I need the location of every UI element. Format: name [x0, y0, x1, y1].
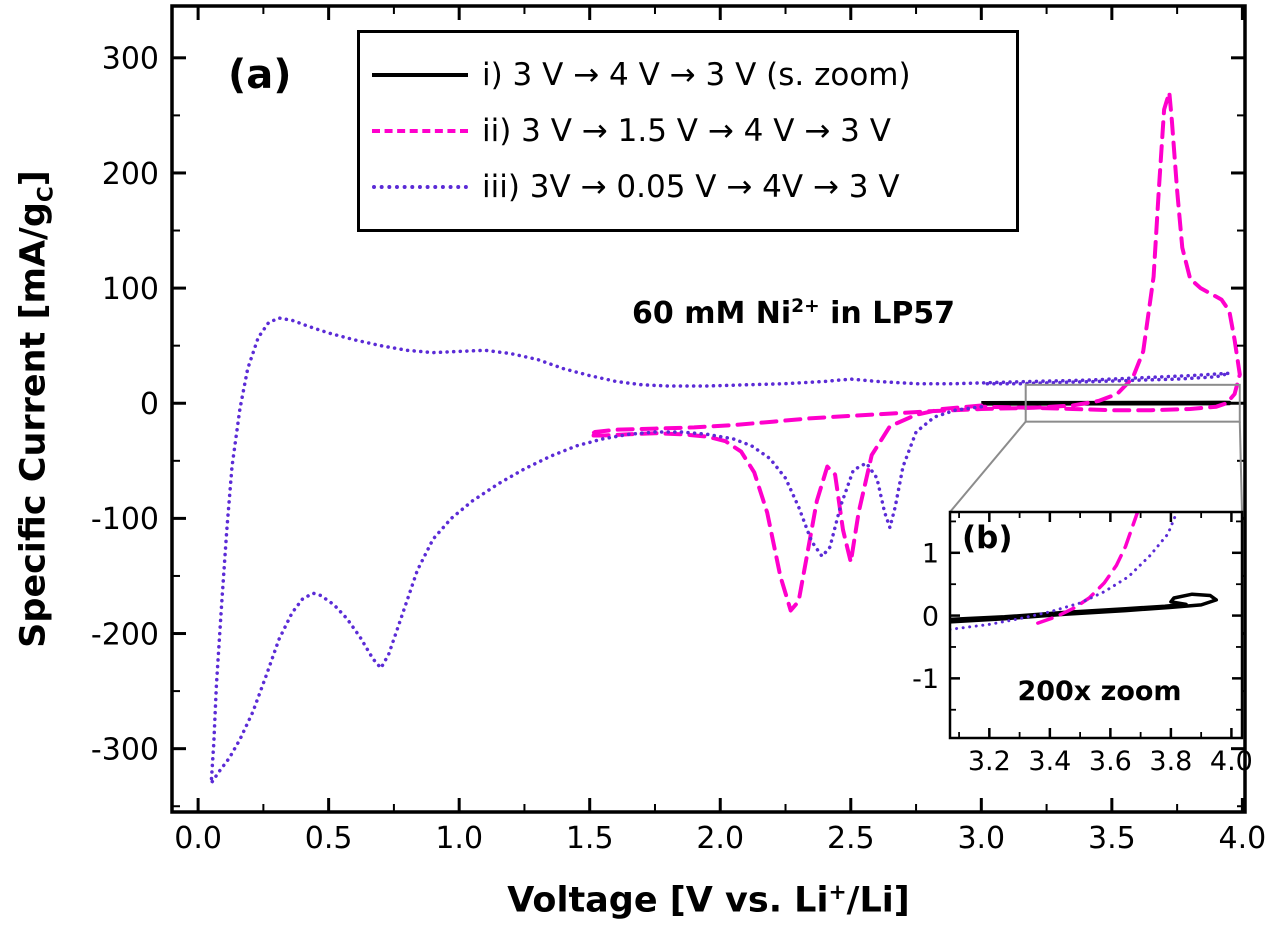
main-x-tick-label: 2.5 [827, 821, 875, 856]
inset-y-tick-label: -1 [912, 664, 939, 695]
main-x-tick-label: 2.0 [696, 821, 744, 856]
inset-x-tick-label: 4.0 [1210, 746, 1253, 777]
main-x-tick-label: 1.5 [566, 821, 614, 856]
main-x-tick-label: 0.5 [305, 821, 353, 856]
inset-series-i [950, 592, 1219, 624]
legend-label-iii: iii) 3V → 0.05 V → 4V → 3 V [482, 169, 900, 205]
inset-x-tick-label: 3.2 [968, 746, 1011, 777]
inset-ticks [950, 512, 1242, 738]
x-axis-label-text: Voltage [V vs. Li [507, 880, 829, 921]
zoom-indicator [949, 383, 1243, 513]
legend-line-solid-black [372, 73, 468, 77]
inset-frame [948, 510, 1244, 740]
main-x-tick-label: 3.5 [1088, 821, 1136, 856]
main-y-tick-label: 100 [102, 272, 159, 307]
main-curves [209, 90, 1242, 785]
main-x-tick-label: 4.0 [1219, 821, 1267, 856]
x-axis-label-suffix: /Li] [846, 880, 910, 921]
main-series-iii [209, 316, 1232, 785]
x-axis-label-superscript: + [828, 880, 847, 905]
inset-series-ii [1036, 512, 1140, 625]
main-tick-labels: 0.0 0.5 1.0 1.5 2.0 2.5 3.0 3.5 4.0 -300 -200 -100 0… [91, 42, 1266, 856]
legend-box: i) 3 V → 4 V → 3 V (s. zoom) ii) 3 V → 1… [357, 30, 1019, 232]
main-y-tick-label: 300 [102, 42, 159, 77]
legend-item-iii: iii) 3V → 0.05 V → 4V → 3 V [372, 169, 1004, 205]
inset-x-tick-label: 3.4 [1028, 746, 1071, 777]
main-y-tick-label: -100 [91, 502, 159, 537]
annotation-superscript: 2+ [791, 296, 820, 317]
main-x-tick-label: 0.0 [174, 821, 222, 856]
x-axis-label: Voltage [V vs. Li+/Li] [172, 880, 1245, 921]
inset-plot-background [950, 512, 1242, 738]
main-x-tick-label: 3.0 [957, 821, 1005, 856]
legend-line-dashed-magenta [372, 129, 468, 133]
inset-curves [950, 512, 1219, 631]
annotation-suffix: in LP57 [819, 296, 956, 331]
legend-item-ii: ii) 3 V → 1.5 V → 4 V → 3 V [372, 113, 1004, 149]
main-frame [170, 4, 1247, 814]
main-y-tick-label: 200 [102, 157, 159, 192]
panel-label-b: (b) [962, 520, 1013, 556]
annotation-prefix: 60 mM Ni [632, 296, 792, 331]
inset-x-tick-label: 3.6 [1089, 746, 1132, 777]
y-axis-label-subscript: C [33, 186, 59, 203]
y-axis-label-suffix: ] [13, 170, 54, 187]
main-y-tick-label: 0 [140, 387, 159, 422]
zoom-region-rect [1024, 383, 1241, 423]
main-y-tick-label: -300 [91, 733, 159, 768]
y-axis-label: Specific Current [mA/gC] [14, 170, 59, 648]
main-y-tick-label: -200 [91, 617, 159, 652]
y-axis-label-text: Specific Current [mA/g [13, 202, 54, 648]
inset-x-tick-label: 3.8 [1149, 746, 1192, 777]
main-x-tick-label: 1.0 [435, 821, 483, 856]
legend-line-dotted-violet [372, 185, 468, 189]
legend-label-i: i) 3 V → 4 V → 3 V (s. zoom) [482, 57, 911, 93]
zoom-connector-right [1238, 421, 1243, 513]
legend-label-ii: ii) 3 V → 1.5 V → 4 V → 3 V [482, 113, 891, 149]
inset-series-iii [950, 512, 1179, 631]
inset-y-tick-label: 1 [922, 539, 939, 570]
main-series-i [981, 400, 1232, 406]
inset-caption: 200x zoom [1017, 676, 1182, 707]
inset-tick-labels: 3.2 3.4 3.6 3.8 4.0 -1 0 1 [912, 539, 1253, 778]
zoom-connector-left [949, 421, 1027, 513]
inset-plot: 3.2 3.4 3.6 3.8 4.0 -1 0 1 [912, 510, 1253, 778]
legend-item-i: i) 3 V → 4 V → 3 V (s. zoom) [372, 57, 1004, 93]
electrolyte-annotation: 60 mM Ni2+ in LP57 [632, 296, 955, 331]
inset-y-tick-label: 0 [922, 601, 939, 632]
panel-label-a: (a) [228, 52, 292, 98]
